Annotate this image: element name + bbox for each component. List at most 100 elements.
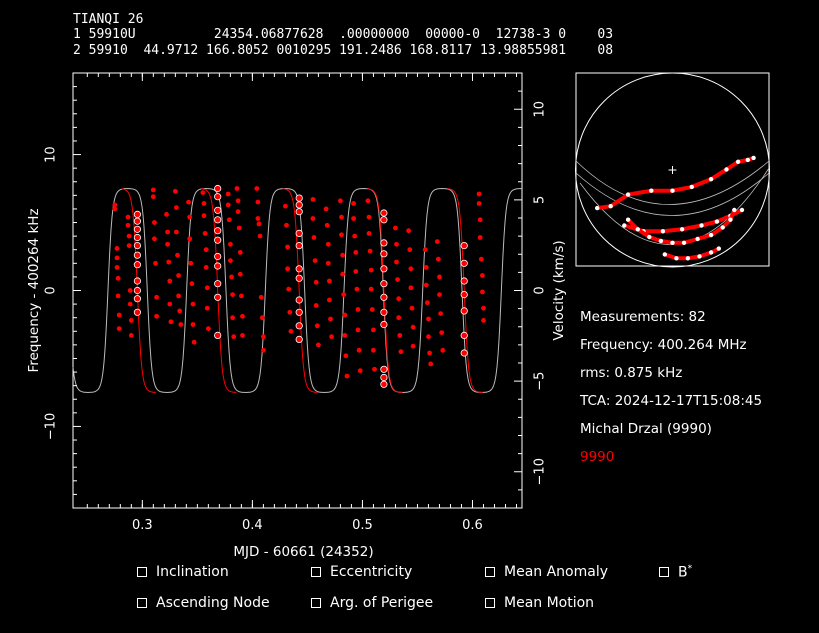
data-point [191,339,197,345]
fit-point [295,322,303,330]
data-point [228,241,233,247]
fit-point [133,233,141,242]
data-point [312,258,318,263]
data-point [313,279,319,285]
data-point [366,214,372,220]
data-point [112,206,118,212]
mean-anomaly-checkbox[interactable]: Mean Anomaly [485,564,608,580]
checkbox-box[interactable] [311,598,321,608]
data-point [481,318,486,323]
checkbox-box[interactable] [485,567,495,577]
data-point [165,229,171,235]
checkbox-box[interactable] [137,567,147,577]
fit-point [295,308,303,316]
x-tick-label: 0.6 [462,518,483,533]
data-point [127,288,133,293]
checkbox-box[interactable] [659,567,669,578]
y2-tick-label: 0 [533,286,548,294]
data-point [174,229,179,235]
fit-point [460,307,468,315]
data-point [116,312,122,318]
x-tick-label: 0.5 [352,518,373,533]
data-point [190,322,196,327]
sky-point [714,219,720,224]
data-point [351,201,356,206]
data-point [426,316,431,322]
sky-point [649,188,654,193]
data-point [188,260,194,266]
eccentricity-checkbox[interactable]: Eccentricity [311,564,412,580]
data-point [167,301,173,307]
fit-point [295,335,303,343]
data-point [339,232,344,238]
fit-point [133,217,141,225]
y2-axis-label: Velocity (km/s) [551,240,567,340]
data-point [394,241,399,247]
data-point [261,347,266,353]
fit-point [380,209,388,217]
data-point [175,252,180,258]
data-point [186,199,192,205]
data-point [410,343,416,349]
data-point [438,311,443,316]
measurements-count: Measurements: 82 [580,309,706,325]
fit-point [460,349,468,357]
fit-point [380,265,388,273]
data-point [255,216,261,221]
data-point [351,216,356,221]
checkbox-label: Mean Motion [504,595,595,611]
data-point [114,265,120,270]
sky-point [670,240,675,245]
inclination-checkbox[interactable]: Inclination [137,564,229,580]
data-point [203,265,209,270]
data-point [409,305,415,311]
data-point [353,269,359,274]
fit-point [133,225,141,233]
fit-point [214,293,222,301]
arg-of-perigee-checkbox[interactable]: Arg. of Perigee [311,595,433,611]
data-point [228,258,233,263]
data-point [150,194,156,200]
data-point [342,333,348,338]
frequency-value: Frequency: 400.264 MHz [580,337,747,353]
data-point [476,201,482,206]
data-point [426,334,431,340]
data-point [187,214,193,220]
checkbox-box[interactable] [311,567,321,577]
sky-point [745,157,750,163]
data-point [231,334,237,340]
data-point [329,334,334,340]
ascending-node-checkbox[interactable]: Ascending Node [137,595,270,611]
bstar-checkbox[interactable]: B* [659,564,692,581]
sky-point [699,223,704,228]
data-point [285,244,290,250]
data-point [114,246,120,251]
data-point [115,293,121,299]
data-point [313,303,319,308]
data-point [287,309,293,315]
tle-line-2: 2 59910 44.9712 166.8052 0010295 191.248… [73,43,614,58]
fit-point [295,201,303,209]
checkbox-box[interactable] [137,598,147,608]
data-point [261,334,266,340]
fit-point [214,184,222,193]
data-point [128,333,134,338]
fit-point [214,216,222,224]
data-point [178,322,184,327]
data-point [288,328,294,334]
sky-point [739,207,745,213]
data-point [259,315,265,321]
mean-motion-checkbox[interactable]: Mean Motion [485,595,594,611]
data-point [396,296,402,302]
sky-point [708,250,714,255]
checkbox-box[interactable] [485,598,495,608]
data-point [408,266,414,272]
data-point [286,286,292,292]
sky-point [735,159,741,164]
checkbox-label: Ascending Node [156,595,270,611]
fit-point [380,320,388,329]
data-point [206,326,211,331]
sky-point [685,256,691,261]
data-point [235,209,241,215]
